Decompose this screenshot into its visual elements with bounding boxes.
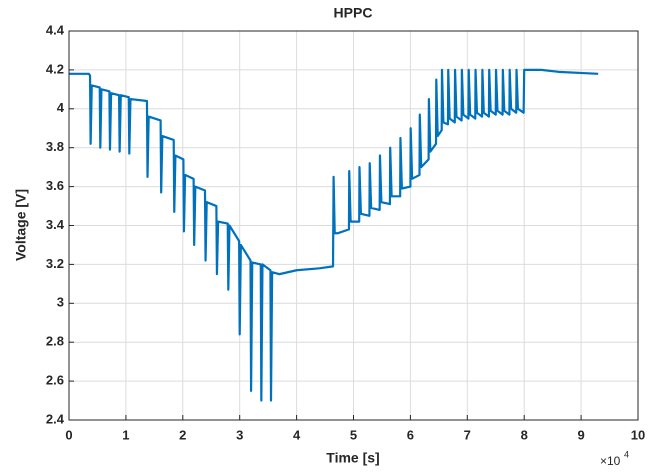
y-tick-label: 3.4 — [46, 217, 65, 232]
x-tick-label: 4 — [293, 427, 301, 442]
x-tick-label: 9 — [577, 427, 584, 442]
x-tick-label: 6 — [407, 427, 414, 442]
y-tick-label: 3 — [57, 295, 64, 310]
data-line — [69, 68, 599, 402]
y-tick-label: 2.4 — [46, 411, 65, 426]
x-tick-label: 10 — [631, 427, 645, 442]
y-tick-label: 4 — [57, 100, 65, 115]
y-tick-label: 4.4 — [46, 22, 65, 37]
x-tick-label: 5 — [350, 427, 357, 442]
x-axis-label: Time [s] — [326, 450, 379, 466]
x-tick-label: 0 — [65, 427, 72, 442]
y-tick-label: 3.2 — [46, 256, 64, 271]
chart-title: HPPC — [334, 5, 373, 21]
x-tick-label: 2 — [179, 427, 186, 442]
y-tick-label: 2.6 — [46, 373, 64, 388]
x-tick-label: 1 — [122, 427, 129, 442]
x-tick-label: 7 — [464, 427, 471, 442]
plot-frame — [68, 30, 639, 421]
y-tick-label: 4.2 — [46, 61, 64, 76]
x-scale-label: ×10 — [600, 454, 621, 468]
x-tick-label: 8 — [521, 427, 528, 442]
y-tick-label: 2.8 — [46, 334, 64, 349]
y-axis-label: Voltage [V] — [13, 189, 29, 261]
x-scale-exponent: 4 — [624, 449, 629, 459]
y-tick-label: 3.8 — [46, 139, 64, 154]
x-tick-label: 3 — [236, 427, 243, 442]
y-tick-label: 3.6 — [46, 178, 64, 193]
